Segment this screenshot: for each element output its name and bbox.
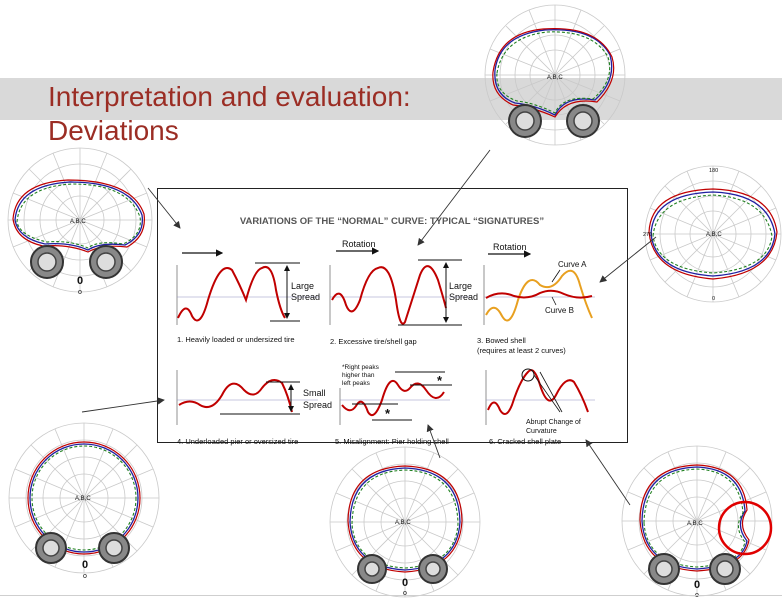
p5-note-2: higher than bbox=[342, 372, 375, 379]
polar-right-270: 270 bbox=[643, 232, 652, 238]
polar-top-roller-left bbox=[508, 104, 542, 138]
p1-curve bbox=[177, 266, 286, 322]
polar-top-center-label: A,B,C bbox=[547, 75, 563, 81]
polar-right-0: 0 bbox=[712, 296, 715, 302]
p3-curve-a-label: Curve A bbox=[558, 260, 587, 269]
p5-caption: 5. Misalignment: Pier holding shell bbox=[335, 437, 449, 446]
arrow-left-to-p1 bbox=[147, 187, 181, 229]
polar-plot-bottom-right: A,B,C 0 o bbox=[621, 445, 773, 599]
polar-br-center-label: A,B,C bbox=[687, 521, 703, 527]
defect-highlight-circle bbox=[717, 500, 773, 556]
p3-rotation: Rotation bbox=[493, 242, 527, 252]
chart-header: VARIATIONS OF THE “NORMAL” CURVE: TYPICA… bbox=[240, 216, 544, 227]
title-line-2: Deviations bbox=[48, 115, 179, 146]
arrow-right-to-p3 bbox=[599, 236, 657, 283]
polar-bc-roller-right bbox=[418, 554, 448, 584]
polar-top-roller-right bbox=[566, 104, 600, 138]
footer-rule bbox=[0, 595, 782, 596]
polar-plot-left: A,B,C 0 o bbox=[7, 147, 153, 296]
panel-1: Large Spread 1. Heavily loaded or unders… bbox=[176, 249, 320, 344]
polar-bc-center-label: A,B,C bbox=[395, 520, 411, 526]
p4-caption: 4. Underloaded pier or oversized tire bbox=[177, 437, 298, 446]
polar-right-180: 180 bbox=[709, 168, 718, 174]
slide-title: Interpretation and evaluation: Deviation… bbox=[48, 80, 411, 148]
connector-arrows bbox=[81, 149, 657, 506]
panel-2: Rotation Large Spread 2. Excessive tire/… bbox=[329, 239, 478, 346]
p1-annot-2: Spread bbox=[291, 292, 320, 302]
title-line-1: Interpretation and evaluation: bbox=[48, 81, 411, 112]
arrow-br-to-p6 bbox=[585, 439, 631, 506]
p3-caption-2: (requires at least 2 curves) bbox=[477, 346, 566, 355]
p4-curve bbox=[178, 378, 293, 413]
arrow-bl-to-p4 bbox=[81, 397, 165, 413]
p3-caption-1: 3. Bowed shell bbox=[477, 336, 526, 345]
polar-plot-top: A,B,C bbox=[484, 4, 626, 146]
polar-plot-right: A,B,C 180 270 0 bbox=[643, 165, 782, 303]
panel-3: Rotation Curve A Curve B 3. Bowed shell … bbox=[477, 242, 595, 355]
panel-5: *Right peaks higher than left peaks * * … bbox=[335, 364, 452, 446]
p2-curve bbox=[331, 265, 447, 325]
p5-note-3: left peaks bbox=[342, 380, 371, 387]
p6-annot-2: Curvature bbox=[526, 428, 557, 435]
polar-right-center-label: A,B,C bbox=[706, 232, 722, 238]
p1-caption: 1. Heavily loaded or undersized tire bbox=[177, 335, 295, 344]
polar-left-center-label: A,B,C bbox=[70, 219, 86, 225]
p3-curve-b-label: Curve B bbox=[545, 306, 574, 315]
polar-bc-roller-left bbox=[357, 554, 387, 584]
p3-curve-b bbox=[485, 289, 593, 299]
p2-rotation: Rotation bbox=[342, 239, 376, 249]
p6-annot-1: Abrupt Change of bbox=[526, 419, 581, 426]
p6-caption: 6. Cracked shell plate bbox=[489, 437, 561, 446]
polar-plot-bottom-left: A,B,C 0 o bbox=[8, 422, 160, 580]
polar-br-roller-left bbox=[648, 553, 680, 585]
panel-4: Small Spread 4. Underloaded pier or over… bbox=[176, 370, 332, 446]
polar-bl-center-label: A,B,C bbox=[75, 496, 91, 502]
polar-left-deg: o bbox=[78, 289, 82, 296]
polar-bc-deg: o bbox=[403, 590, 407, 597]
p2-annot-1: Large bbox=[449, 281, 472, 291]
polar-bl-roller-left bbox=[35, 532, 67, 564]
polar-plot-bottom-center: A,B,C 0 o bbox=[329, 446, 481, 598]
polar-bl-deg: o bbox=[83, 573, 87, 580]
polar-bl-roller-right bbox=[98, 532, 130, 564]
p1-annot-1: Large bbox=[291, 281, 314, 291]
polar-bl-zero: 0 bbox=[82, 559, 88, 571]
polar-left-roller-right bbox=[89, 245, 123, 279]
p5-star-top: * bbox=[437, 373, 443, 388]
polar-left-zero: 0 bbox=[77, 275, 83, 287]
title-band bbox=[0, 78, 782, 120]
polar-br-roller-right bbox=[709, 553, 741, 585]
panel-6: Abrupt Change of Curvature 6. Cracked sh… bbox=[485, 368, 595, 446]
polar-br-zero: 0 bbox=[694, 579, 700, 591]
p5-note-1: *Right peaks bbox=[342, 364, 380, 371]
p4-annot-1: Small bbox=[303, 388, 326, 398]
p2-annot-2: Spread bbox=[449, 292, 478, 302]
p3-curve-a bbox=[485, 269, 593, 322]
p5-star-bottom: * bbox=[385, 406, 391, 421]
polar-left-roller-left bbox=[30, 245, 64, 279]
p6-curve bbox=[487, 369, 589, 415]
arrow-top-to-p2 bbox=[417, 149, 491, 246]
p4-annot-2: Spread bbox=[303, 400, 332, 410]
p2-caption: 2. Excessive tire/shell gap bbox=[330, 337, 417, 346]
arrow-bc-to-p5 bbox=[426, 424, 441, 459]
polar-bc-zero: 0 bbox=[402, 577, 408, 589]
